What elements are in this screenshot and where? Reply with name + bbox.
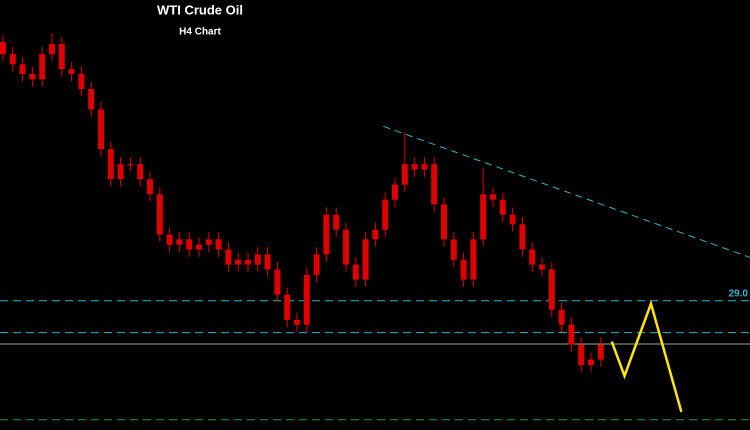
candle-body [176, 239, 183, 245]
candle-body [166, 234, 173, 245]
candle-body [313, 254, 320, 275]
candle-body [548, 269, 555, 310]
projection-line [610, 299, 683, 413]
candle-body [29, 73, 36, 80]
candle-body [225, 249, 232, 265]
candle-body [372, 229, 379, 240]
candle-body [264, 254, 271, 270]
candle-body [392, 184, 398, 200]
candle-body [333, 214, 340, 230]
candle-body [196, 244, 202, 250]
candle-body [274, 269, 281, 295]
trend-line [383, 125, 750, 258]
candle-body [205, 239, 212, 245]
candle-body [88, 89, 95, 110]
candle-body [117, 164, 124, 180]
candle-body [499, 199, 506, 215]
candle-body [352, 264, 359, 280]
candle-body [401, 164, 408, 185]
candle-body [470, 239, 477, 280]
candle-body [284, 294, 291, 320]
candle-body [578, 344, 585, 366]
candle-body [303, 274, 310, 325]
candle-body [127, 164, 134, 166]
candle-body [441, 204, 447, 240]
candle-body [9, 54, 16, 65]
candle-body [147, 179, 153, 195]
candle-body [421, 164, 428, 170]
candle-body [460, 259, 467, 280]
candle-body [235, 259, 242, 265]
candle-body [343, 229, 349, 265]
candle-body [156, 194, 163, 235]
candle-body [107, 149, 114, 180]
candle-body [49, 43, 55, 55]
candle-body [215, 239, 222, 250]
candle-body [19, 64, 26, 74]
chart-title: WTI Crude Oil [157, 2, 243, 17]
candle-body [411, 164, 418, 170]
candle-body [294, 319, 300, 325]
candle-body [78, 73, 85, 90]
candle-body [0, 42, 6, 55]
candle-body [186, 239, 193, 250]
candle-body [450, 239, 457, 260]
candle-body [39, 54, 46, 80]
candle-body [98, 109, 104, 150]
candle-body [509, 214, 516, 225]
candle-body [539, 264, 545, 270]
candle-body [568, 324, 575, 345]
candle-body [480, 194, 487, 240]
level-label: 29.0 [729, 288, 749, 299]
candle-body [558, 309, 565, 325]
candle-body [597, 344, 604, 360]
candle-body [490, 194, 496, 200]
candle-body [323, 214, 330, 255]
chart-subtitle: H4 Chart [179, 27, 221, 38]
candle-body [519, 224, 526, 250]
candle-body [254, 254, 261, 265]
candle-body [245, 259, 251, 265]
candle-body [529, 249, 536, 265]
candle-body [362, 239, 369, 280]
candle-body [58, 43, 65, 70]
candle-body [382, 199, 389, 230]
candle-body [588, 359, 594, 366]
candle-body [431, 164, 438, 205]
candle-body [68, 69, 75, 74]
candle-body [137, 164, 144, 180]
